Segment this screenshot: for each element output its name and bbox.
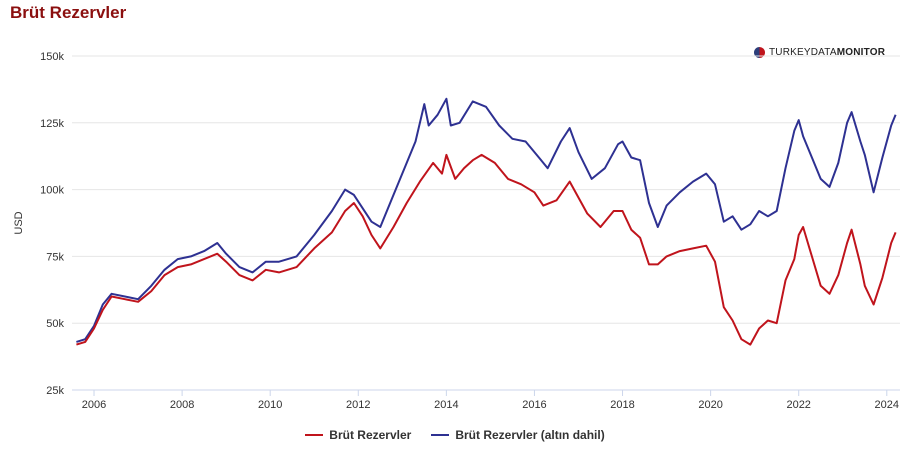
x-tick-label: 2024 (875, 399, 899, 411)
y-tick-label: 50k (46, 318, 64, 330)
series-line (76, 97, 897, 343)
y-tick-label: 150k (40, 51, 64, 63)
y-axis-label: USD (13, 211, 25, 234)
legend-label: Brüt Rezervler (altın dahil) (455, 428, 605, 442)
x-tick-label: 2018 (610, 399, 634, 411)
x-tick-label: 2012 (346, 399, 370, 411)
y-tick-label: 75k (46, 251, 64, 263)
series-group (76, 97, 897, 346)
brand-text-part2: MONITOR (836, 46, 886, 58)
legend-swatch (431, 434, 450, 436)
y-axis-ticks: 25k 50k 75k 100k 125k 150k (40, 51, 64, 397)
x-tick-label: 2014 (434, 399, 458, 411)
x-tick-label: 2006 (82, 399, 106, 411)
y-tick-label: 25k (46, 385, 64, 397)
brand-text: TURKEYDATAMONITOR (769, 47, 885, 58)
x-tick-label: 2016 (522, 399, 546, 411)
globe-icon (754, 46, 765, 58)
x-tick-label: 2022 (786, 399, 810, 411)
legend-item-brut-rezervler[interactable]: Brüt Rezervler (305, 428, 411, 442)
legend-swatch (305, 434, 324, 436)
brand-text-part1: TURKEYDATA (769, 46, 837, 58)
legend-item-brut-rezervler-altin-dahil[interactable]: Brüt Rezervler (altın dahil) (431, 428, 605, 442)
x-axis-ticks: 2006 2008 2010 2012 2014 2016 2018 2020 2022 2024 (82, 390, 899, 411)
y-tick-label: 125k (40, 118, 64, 130)
x-tick-label: 2020 (698, 399, 722, 411)
series-line (76, 153, 897, 346)
brand-logo: TURKEYDATAMONITOR (754, 44, 885, 60)
legend: Brüt Rezervler Brüt Rezervler (altın dah… (0, 428, 910, 442)
grid-lines (72, 55, 900, 324)
y-tick-label: 100k (40, 185, 64, 197)
legend-label: Brüt Rezervler (329, 428, 412, 442)
x-tick-label: 2008 (170, 399, 194, 411)
chart-title: Brüt Rezervler (10, 3, 127, 22)
x-tick-label: 2010 (258, 399, 282, 411)
